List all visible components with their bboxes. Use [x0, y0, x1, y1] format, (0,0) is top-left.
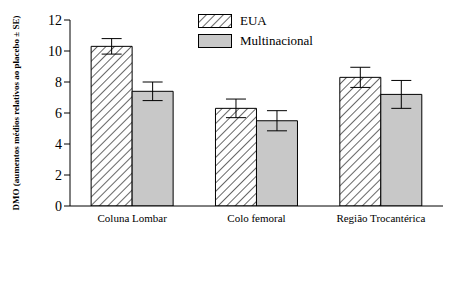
svg-text:12: 12: [48, 13, 62, 28]
html-text:Multinacional: Multinacional: [240, 33, 313, 48]
svg-text:4: 4: [55, 137, 62, 152]
svg-text:8: 8: [55, 75, 62, 90]
svg-text:0: 0: [55, 199, 62, 214]
html-text:EUA: EUA: [240, 13, 267, 28]
svg-text:DMO (aumentos médios relativos: DMO (aumentos médios relativos ao placeb…: [11, 15, 21, 210]
svg-text:Coluna Lombar: Coluna Lombar: [97, 212, 167, 224]
svg-text:10: 10: [48, 44, 62, 59]
svg-text:6: 6: [55, 106, 62, 121]
svg-text:Região Trocantérica: Região Trocantérica: [336, 212, 425, 224]
svg-text:Colo femoral: Colo femoral: [227, 212, 285, 224]
svg-text:2: 2: [55, 168, 62, 183]
